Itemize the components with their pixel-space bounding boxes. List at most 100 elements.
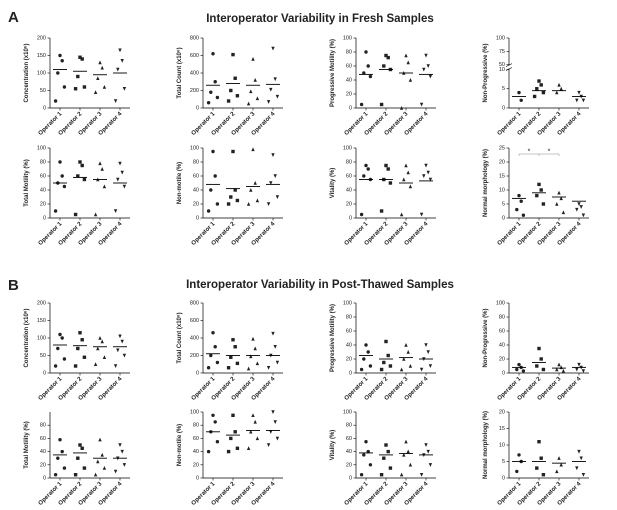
data-point xyxy=(235,198,240,203)
data-point xyxy=(253,419,257,424)
data-point xyxy=(402,356,406,361)
data-point xyxy=(53,473,58,477)
data-point xyxy=(275,436,280,441)
data-point xyxy=(93,472,98,477)
axis-break xyxy=(505,63,513,67)
y-axis-label: Total Motility (%) xyxy=(24,421,30,469)
data-point xyxy=(541,202,546,206)
data-point xyxy=(62,184,67,189)
data-point xyxy=(428,463,433,467)
data-point xyxy=(269,181,273,186)
y-tick-label: 10 xyxy=(499,442,505,448)
data-point xyxy=(96,346,100,351)
y-tick-label: 80 xyxy=(499,314,505,320)
y-tick-label: 0 xyxy=(349,105,352,111)
data-point xyxy=(368,74,373,79)
data-point xyxy=(231,149,235,154)
y-tick-label: 0 xyxy=(43,105,46,111)
y-tick-label: 80 xyxy=(346,159,352,165)
data-point xyxy=(408,77,413,82)
data-point xyxy=(120,59,124,63)
data-point xyxy=(575,367,579,372)
data-point xyxy=(399,472,404,477)
data-point xyxy=(118,161,122,166)
data-point xyxy=(118,334,122,339)
data-point xyxy=(118,48,122,53)
y-tick-label: 100 xyxy=(343,35,352,41)
data-point xyxy=(364,440,368,444)
y-tick-label: 60 xyxy=(499,328,505,334)
y-tick-label: 60 xyxy=(346,436,352,442)
data-point xyxy=(231,52,235,57)
y-tick-label: 600 xyxy=(190,53,199,59)
data-point xyxy=(362,357,366,361)
data-point xyxy=(535,87,539,91)
y-tick-label: 80 xyxy=(40,159,46,165)
y-axis-label: Total Count (x10⁶) xyxy=(177,47,183,98)
data-point xyxy=(235,446,240,450)
data-point xyxy=(399,105,404,110)
y-tick-label: 40 xyxy=(346,342,352,348)
y-tick-label: 60 xyxy=(346,328,352,334)
data-point xyxy=(231,338,235,342)
data-point xyxy=(113,364,118,369)
data-point xyxy=(399,212,404,217)
data-point xyxy=(275,195,280,200)
data-point xyxy=(253,77,257,82)
data-point xyxy=(78,331,82,335)
y-axis-label: Vitality (%) xyxy=(330,168,336,199)
y-tick-label: 5 xyxy=(502,86,505,92)
y-tick-label: 20 xyxy=(499,409,505,415)
y-tick-label: 800 xyxy=(190,35,199,41)
data-point xyxy=(379,473,384,477)
data-point xyxy=(422,174,426,179)
data-point xyxy=(249,354,253,359)
data-point xyxy=(209,188,213,192)
axis-break xyxy=(505,67,513,71)
data-point xyxy=(251,336,255,341)
data-point xyxy=(206,449,211,454)
data-point xyxy=(366,350,370,354)
data-point xyxy=(424,443,428,448)
data-point xyxy=(215,202,220,206)
y-tick-label: 80 xyxy=(346,49,352,55)
data-point xyxy=(229,436,233,441)
data-point xyxy=(73,364,78,368)
data-point xyxy=(266,100,271,104)
data-point xyxy=(226,366,231,370)
data-point xyxy=(229,355,233,359)
data-point xyxy=(384,339,388,344)
y-tick-label: 40 xyxy=(346,187,352,193)
data-point xyxy=(235,94,240,98)
data-point xyxy=(60,336,64,340)
data-point xyxy=(271,46,275,51)
data-point xyxy=(537,440,541,444)
data-point xyxy=(100,166,104,171)
data-point xyxy=(577,202,581,207)
y-tick-label: 200 xyxy=(190,88,199,94)
data-point xyxy=(541,473,546,477)
data-point xyxy=(535,193,539,198)
data-point xyxy=(275,94,280,99)
data-point xyxy=(120,170,124,175)
data-point xyxy=(422,67,426,72)
data-point xyxy=(555,90,559,95)
data-point xyxy=(246,201,251,206)
data-point xyxy=(364,163,368,168)
data-point xyxy=(406,60,410,65)
y-tick-label: 100 xyxy=(37,145,46,151)
data-point xyxy=(519,199,523,203)
data-point xyxy=(233,345,237,349)
data-point xyxy=(53,99,58,103)
y-tick-label: 0 xyxy=(502,370,505,376)
data-point xyxy=(213,174,217,178)
y-tick-label: 40 xyxy=(193,449,199,455)
y-tick-label: 40 xyxy=(499,342,505,348)
y-tick-label: 10 xyxy=(499,187,505,193)
y-tick-label: 200 xyxy=(37,300,46,306)
y-tick-label: 20 xyxy=(499,159,505,165)
y-tick-label: 0 xyxy=(196,475,199,481)
data-point xyxy=(98,335,102,340)
data-point xyxy=(362,453,366,457)
